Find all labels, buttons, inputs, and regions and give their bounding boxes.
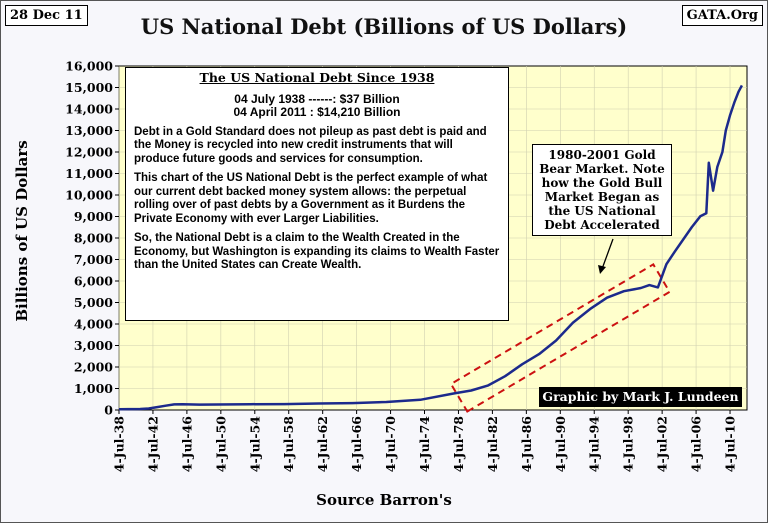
x-axis: 4-Jul-38 4-Jul-42 4-Jul-46 4-Jul-50 4-Jul-54… [112, 410, 738, 472]
x-tick-label: 4-Jul-54 [247, 416, 262, 473]
callout-note: 1980-2001 Gold Bear Market. Note how the… [532, 144, 672, 236]
y-tick-label: 1,000 [74, 381, 113, 396]
x-tick-label: 4-Jul-58 [281, 416, 296, 473]
x-tick-label: 4-Jul-86 [519, 416, 534, 473]
x-tick-label: 4-Jul-98 [621, 416, 636, 473]
callout-arrow [598, 238, 614, 274]
x-tick-label: 4-Jul-66 [349, 416, 364, 473]
y-tick-label: 11,000 [65, 166, 113, 181]
y-tick-label: 12,000 [65, 145, 113, 160]
x-tick-label: 4-Jul-82 [485, 416, 500, 472]
source-label: GATA.Org [681, 5, 763, 26]
y-axis-label: Billions of US Dollars [13, 140, 31, 322]
graphic-credit: Graphic by Mark J. Lundeen [539, 387, 742, 407]
debt-series-line [118, 84, 744, 411]
y-tick-label: 2,000 [74, 360, 113, 375]
y-axis-label-container: Billions of US Dollars [11, 96, 33, 366]
x-tick-label: 4-Jul-38 [112, 416, 127, 473]
y-tick-label: 5,000 [74, 295, 113, 310]
y-tick-label: 6,000 [74, 274, 113, 289]
y-tick-label: 8,000 [74, 231, 113, 246]
x-tick-label: 4-Jul-90 [553, 416, 568, 473]
x-tick-label: 4-Jul-10 [723, 416, 738, 473]
chart-title: US National Debt (Billions of US Dollars… [140, 14, 628, 39]
y-tick-label: 9,000 [74, 209, 113, 224]
x-axis-label: Source Barron's [316, 491, 452, 509]
info-heading: The US National Debt Since 1938 [199, 70, 435, 85]
info-paragraph-3: So, the National Debt is a claim to the … [134, 232, 500, 271]
y-tick-label: 13,000 [65, 123, 113, 138]
info-box: The US National Debt Since 1938 04 July … [125, 67, 509, 321]
x-tick-label: 4-Jul-50 [213, 416, 228, 473]
x-tick-label: 4-Jul-70 [383, 416, 398, 473]
y-tick-label: 0 [104, 403, 113, 418]
y-tick-label: 14,000 [65, 102, 113, 117]
x-tick-label: 4-Jul-02 [655, 416, 670, 472]
x-tick-label: 4-Jul-06 [689, 416, 704, 473]
y-tick-label: 3,000 [74, 338, 113, 353]
x-tick-label: 4-Jul-42 [145, 416, 160, 472]
stat-1938: 04 July 1938 ------: $37 Billion [234, 91, 400, 106]
stat-2011: 04 April 2011 : $14,210 Billion [233, 105, 401, 119]
info-paragraph-2: This chart of the US National Debt is th… [134, 172, 488, 225]
x-tick-label: 4-Jul-62 [315, 416, 330, 472]
x-tick-label: 4-Jul-94 [587, 416, 602, 473]
bear-market-highlight [449, 263, 671, 413]
x-tick-label: 4-Jul-78 [451, 416, 466, 473]
date-label: 28 Dec 11 [5, 5, 88, 26]
y-tick-label: 4,000 [74, 317, 113, 332]
y-axis: 0 1,000 2,000 3,000 4,000 5,000 6,000 7,000 8,00… [65, 59, 119, 418]
y-tick-label: 10,000 [65, 188, 113, 203]
y-tick-label: 16,000 [65, 59, 113, 74]
info-paragraph-1: Debt in a Gold Standard does not pileup … [134, 125, 487, 165]
x-tick-label: 4-Jul-46 [179, 416, 194, 473]
x-tick-label: 4-Jul-74 [417, 416, 432, 473]
y-tick-label: 7,000 [74, 252, 113, 267]
y-tick-label: 15,000 [65, 80, 113, 95]
